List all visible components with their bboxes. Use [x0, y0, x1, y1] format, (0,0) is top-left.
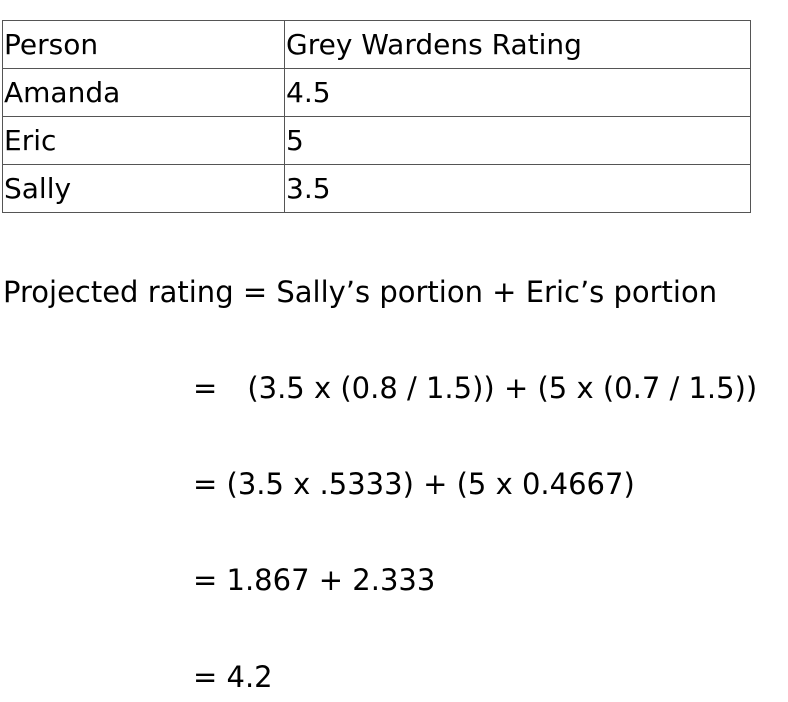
person-cell: Eric	[2, 116, 285, 165]
formula-result: = 4.2	[193, 660, 273, 694]
table-row: Sally 3.5	[2, 164, 751, 213]
header-person: Person	[2, 20, 285, 69]
header-rating: Grey Wardens Rating	[284, 20, 751, 69]
table-row: Amanda 4.5	[2, 68, 751, 117]
projected-rating-heading: Projected rating = Sally’s portion + Eri…	[3, 275, 718, 309]
table-row: Eric 5	[2, 116, 751, 165]
rating-cell: 3.5	[284, 164, 751, 213]
equals-sign: =	[193, 371, 218, 405]
ratings-table: Person Grey Wardens Rating Amanda 4.5 Er…	[2, 20, 751, 213]
person-cell: Sally	[2, 164, 285, 213]
rating-cell: 5	[284, 116, 751, 165]
formula-step-1: = (3.5 x (0.8 / 1.5)) + (5 x (0.7 / 1.5))	[193, 370, 757, 406]
step-1-expression: (3.5 x (0.8 / 1.5)) + (5 x (0.7 / 1.5))	[247, 371, 758, 405]
formula-step-2: = (3.5 x .5333) + (5 x 0.4667)	[193, 467, 635, 501]
person-cell: Amanda	[2, 68, 285, 117]
table-header-row: Person Grey Wardens Rating	[2, 20, 751, 69]
rating-cell: 4.5	[284, 68, 751, 117]
formula-step-3: = 1.867 + 2.333	[193, 563, 436, 597]
